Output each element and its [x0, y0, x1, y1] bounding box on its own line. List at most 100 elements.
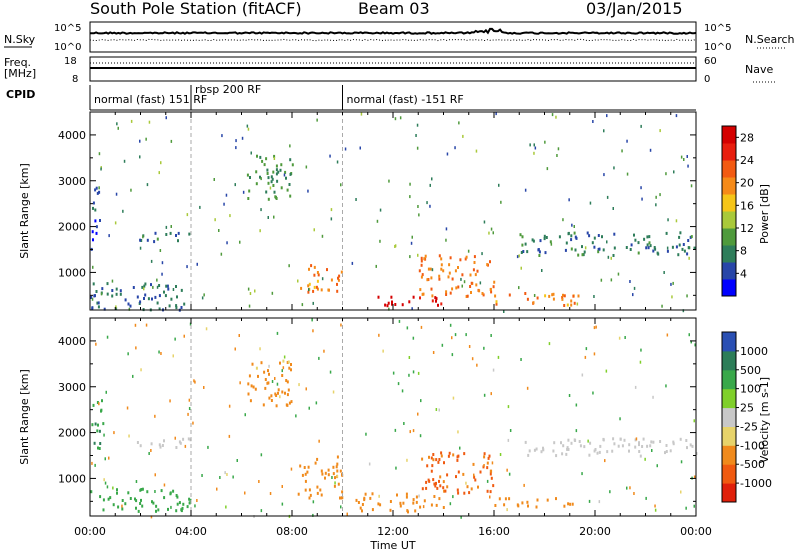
heatmap-cell — [626, 139, 628, 143]
heatmap-cell — [150, 449, 152, 452]
heatmap-cell — [638, 443, 640, 447]
heatmap-cell — [283, 173, 286, 177]
heatmap-cell — [106, 292, 109, 296]
colorbar-swatch — [722, 194, 736, 212]
heatmap-cell — [289, 158, 292, 162]
colorbar-tick-label: 100 — [740, 383, 761, 396]
heatmap-cell — [429, 267, 432, 271]
heatmap-cell — [371, 508, 374, 512]
heatmap-cell — [584, 355, 587, 359]
heatmap-cell — [207, 445, 209, 449]
heatmap-cell — [101, 399, 103, 403]
heatmap-cell — [398, 319, 401, 323]
heatmap-cell — [247, 127, 250, 131]
heatmap-cell — [119, 289, 122, 293]
heatmap-cell — [555, 454, 558, 458]
heatmap-cell — [247, 287, 250, 291]
heatmap-cell — [186, 505, 189, 509]
heatmap-cell — [440, 267, 443, 271]
heatmap-cell — [520, 251, 523, 254]
heatmap-cell — [321, 277, 324, 281]
heatmap-cell — [271, 380, 274, 383]
heatmap-cell — [106, 485, 109, 489]
heatmap-cell — [389, 500, 392, 503]
heatmap-cell — [316, 491, 319, 495]
heatmap-cell — [489, 495, 491, 499]
heatmap-cell — [154, 295, 157, 299]
colorbar-tick-label: -25 — [740, 420, 758, 433]
heatmap-cell — [313, 285, 316, 289]
heatmap-cell — [392, 371, 395, 375]
heatmap-cell — [339, 496, 341, 500]
heatmap-cell — [308, 282, 311, 286]
heatmap-cell — [690, 235, 693, 239]
heatmap-cell — [589, 441, 592, 445]
heatmap-cell — [389, 508, 392, 512]
heatmap-cell — [517, 504, 520, 508]
heatmap-cell — [454, 269, 457, 273]
heatmap-cell — [552, 297, 555, 301]
heatmap-cell — [95, 231, 98, 235]
heatmap-cell — [251, 362, 254, 366]
colorbar-swatch — [722, 245, 736, 263]
heatmap-cell — [489, 490, 492, 494]
heatmap-cell — [163, 483, 166, 487]
heatmap-cell — [687, 164, 689, 168]
heatmap-cell — [92, 282, 95, 286]
heatmap-cell — [598, 450, 601, 454]
heatmap-cell — [677, 253, 680, 257]
heatmap-cell — [169, 399, 171, 403]
heatmap-cell — [336, 474, 338, 478]
heatmap-cell — [91, 423, 94, 427]
heatmap-cell — [255, 170, 258, 174]
heatmap-cell — [570, 441, 573, 445]
heatmap-cell — [550, 242, 553, 246]
heatmap-cell — [249, 176, 251, 179]
heatmap-cell — [339, 469, 342, 473]
nsearch-label: N.Search — [745, 33, 795, 46]
colorbar-swatch — [722, 426, 736, 446]
heatmap-cell — [248, 304, 251, 308]
heatmap-cell — [544, 251, 547, 255]
heatmap-cell — [419, 505, 422, 509]
heatmap-cell — [438, 277, 441, 281]
power-plot-background — [90, 112, 696, 310]
heatmap-cell — [135, 506, 137, 510]
heatmap-cell — [112, 486, 114, 490]
heatmap-cell — [483, 455, 486, 459]
y-tick-label: 4000 — [58, 335, 86, 348]
heatmap-cell — [158, 294, 161, 298]
heatmap-cell — [267, 181, 270, 185]
heatmap-cell — [394, 244, 397, 248]
heatmap-cell — [340, 183, 342, 187]
heatmap-cell — [318, 356, 320, 360]
heatmap-cell — [98, 402, 100, 406]
heatmap-cell — [442, 269, 445, 273]
heatmap-cell — [175, 304, 178, 308]
heatmap-cell — [575, 403, 578, 407]
heatmap-cell — [680, 460, 683, 464]
heatmap-cell — [187, 437, 190, 441]
heatmap-cell — [418, 269, 421, 273]
heatmap-cell — [97, 305, 100, 309]
heatmap-cell — [234, 183, 236, 187]
heatmap-cell — [307, 465, 310, 469]
heatmap-cell — [165, 116, 167, 120]
heatmap-cell — [92, 265, 94, 269]
heatmap-cell — [483, 452, 486, 456]
heatmap-cell — [248, 374, 251, 378]
heatmap-cell — [156, 237, 159, 241]
heatmap-cell — [483, 346, 485, 350]
heatmap-cell — [603, 129, 605, 133]
heatmap-cell — [201, 296, 204, 300]
heatmap-cell — [138, 302, 141, 305]
heatmap-cell — [141, 487, 144, 491]
heatmap-cell — [281, 485, 283, 488]
heatmap-cell — [686, 155, 688, 158]
heatmap-cell — [422, 505, 425, 509]
heatmap-cell — [94, 219, 97, 223]
heatmap-cell — [254, 387, 257, 391]
heatmap-cell — [540, 450, 543, 454]
nsky-tick-top: 10^5 — [54, 23, 81, 34]
